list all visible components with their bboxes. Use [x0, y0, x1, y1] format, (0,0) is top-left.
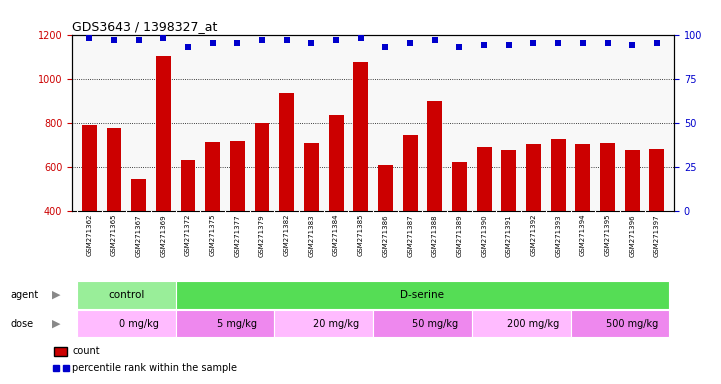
- Text: 5 mg/kg: 5 mg/kg: [218, 318, 257, 329]
- Text: percentile rank within the sample: percentile rank within the sample: [72, 363, 237, 373]
- Text: GSM271395: GSM271395: [604, 214, 611, 257]
- Text: control: control: [108, 290, 145, 300]
- Bar: [230, 141, 245, 211]
- Point: [528, 40, 539, 46]
- Bar: [77, 310, 176, 337]
- Point: [552, 40, 564, 46]
- Point: [84, 35, 95, 41]
- Point: [380, 44, 392, 50]
- Bar: [373, 310, 472, 337]
- Text: GSM271379: GSM271379: [259, 214, 265, 257]
- Bar: [205, 142, 220, 211]
- Text: GDS3643 / 1398327_at: GDS3643 / 1398327_at: [72, 20, 218, 33]
- Bar: [353, 62, 368, 211]
- Point: [182, 44, 194, 50]
- Text: GSM271392: GSM271392: [531, 214, 536, 257]
- Bar: [378, 165, 393, 211]
- Text: GSM271365: GSM271365: [111, 214, 117, 257]
- Text: ▶: ▶: [52, 318, 61, 329]
- Point: [627, 42, 638, 48]
- Text: GSM271385: GSM271385: [358, 214, 364, 257]
- Text: ▶: ▶: [52, 290, 61, 300]
- Text: agent: agent: [11, 290, 39, 300]
- Point: [404, 40, 416, 46]
- Bar: [403, 135, 417, 211]
- Point: [281, 37, 293, 43]
- Text: GSM271389: GSM271389: [456, 214, 462, 257]
- Text: GSM271369: GSM271369: [160, 214, 167, 257]
- Point: [306, 40, 317, 46]
- Text: GSM271375: GSM271375: [210, 214, 216, 257]
- Text: GSM271391: GSM271391: [506, 214, 512, 257]
- Point: [207, 40, 218, 46]
- Bar: [176, 281, 669, 309]
- Text: GSM271382: GSM271382: [284, 214, 290, 257]
- Text: GSM271362: GSM271362: [87, 214, 92, 257]
- Bar: [107, 128, 121, 211]
- Bar: [82, 125, 97, 211]
- Bar: [452, 162, 467, 211]
- Point: [602, 40, 614, 46]
- Bar: [650, 149, 664, 211]
- Point: [503, 42, 515, 48]
- Point: [108, 37, 120, 43]
- Text: GSM271383: GSM271383: [309, 214, 314, 257]
- Text: GSM271390: GSM271390: [481, 214, 487, 257]
- Bar: [501, 151, 516, 211]
- Text: GSM271394: GSM271394: [580, 214, 586, 257]
- Point: [577, 40, 588, 46]
- Bar: [255, 123, 270, 211]
- Bar: [526, 144, 541, 211]
- Point: [429, 37, 441, 43]
- Bar: [77, 281, 176, 309]
- Text: GSM271377: GSM271377: [234, 214, 240, 257]
- Bar: [625, 151, 640, 211]
- Point: [478, 42, 490, 48]
- Bar: [279, 93, 294, 211]
- Bar: [131, 179, 146, 211]
- Point: [355, 35, 366, 41]
- Text: 0 mg/kg: 0 mg/kg: [119, 318, 159, 329]
- Text: GSM271396: GSM271396: [629, 214, 635, 257]
- Text: GSM271384: GSM271384: [333, 214, 339, 257]
- Point: [330, 37, 342, 43]
- Text: 20 mg/kg: 20 mg/kg: [313, 318, 359, 329]
- Bar: [275, 310, 373, 337]
- Text: dose: dose: [11, 318, 34, 329]
- Text: GSM271397: GSM271397: [654, 214, 660, 257]
- Bar: [472, 310, 570, 337]
- Text: count: count: [72, 346, 99, 356]
- Bar: [176, 310, 275, 337]
- Text: 200 mg/kg: 200 mg/kg: [508, 318, 559, 329]
- Bar: [575, 144, 590, 211]
- Point: [133, 37, 144, 43]
- Bar: [304, 143, 319, 211]
- Point: [454, 44, 465, 50]
- Text: GSM271367: GSM271367: [136, 214, 142, 257]
- Bar: [156, 56, 171, 211]
- Text: 50 mg/kg: 50 mg/kg: [412, 318, 458, 329]
- Text: GSM271372: GSM271372: [185, 214, 191, 257]
- Point: [231, 40, 243, 46]
- Bar: [329, 115, 343, 211]
- Text: 500 mg/kg: 500 mg/kg: [606, 318, 658, 329]
- Text: GSM271386: GSM271386: [382, 214, 389, 257]
- Bar: [428, 101, 442, 211]
- Bar: [181, 161, 195, 211]
- Bar: [477, 147, 492, 211]
- Bar: [600, 143, 615, 211]
- Text: GSM271388: GSM271388: [432, 214, 438, 257]
- Text: GSM271393: GSM271393: [555, 214, 561, 257]
- Text: GSM271387: GSM271387: [407, 214, 413, 257]
- Bar: [570, 310, 669, 337]
- Bar: [551, 139, 565, 211]
- Point: [158, 35, 169, 41]
- Point: [651, 40, 663, 46]
- Text: D-serine: D-serine: [400, 290, 444, 300]
- Point: [257, 37, 268, 43]
